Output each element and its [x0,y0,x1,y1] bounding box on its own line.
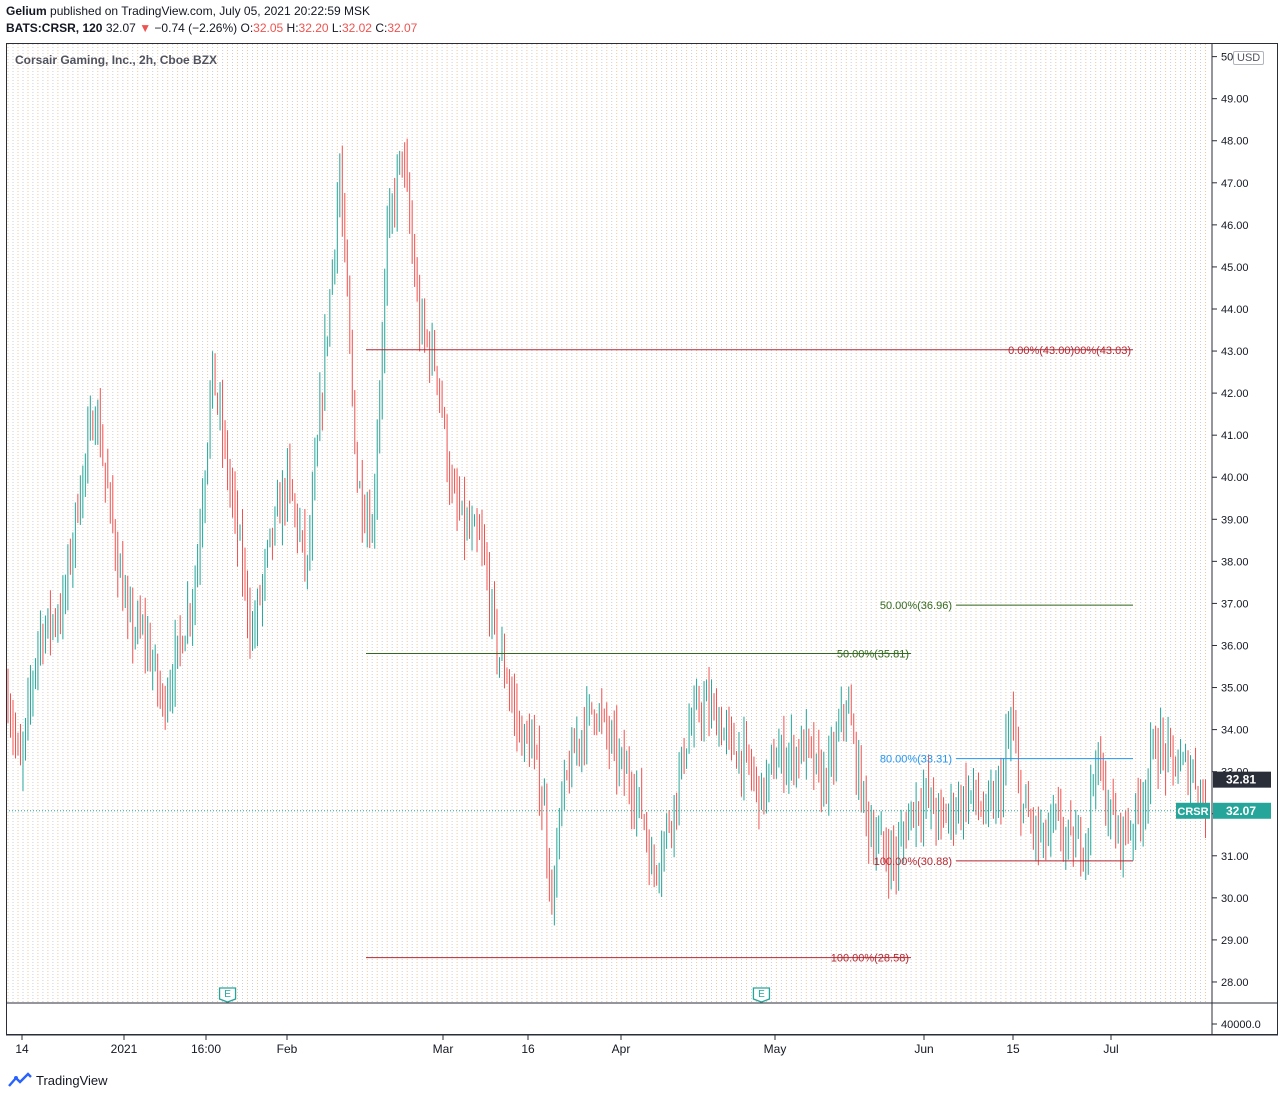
ohlc-open-value: 32.05 [253,21,284,35]
time-axis: 14 2021 16:00 Feb Mar 16 Apr May Jun 15 Jul [15,1035,1119,1056]
price-tick-label: 35.00 [1221,683,1249,695]
price-tick-label: 44.00 [1221,304,1249,316]
earnings-label: E [224,989,231,1000]
ohlc-close-value: 32.07 [387,21,418,35]
price-tick-label: 41.00 [1221,430,1249,442]
price-tick-label: 47.00 [1221,178,1249,190]
price-tick-label: 40.00 [1221,472,1249,484]
publish-text: published on TradingView.com, July 05, 2… [50,4,371,18]
volume-tick-label: 40000.0 [1221,1019,1261,1031]
ohlc-low-label: L: [331,21,342,35]
earnings-label: E [758,989,765,1000]
price-tick-label: 39.00 [1221,514,1249,526]
ohlc-open-label: O: [240,21,254,35]
price-tick-label: 42.00 [1221,388,1249,400]
publisher-name[interactable]: Gelium [6,4,47,18]
level-label: 0.00%(43.00)00%(43.03) [1008,345,1131,357]
level-label: 100.00%(28.58) [831,953,909,965]
time-tick-label: 16:00 [191,1042,221,1056]
brand-name: TradingView [36,1072,108,1088]
price-tick-label: 43.00 [1221,346,1249,358]
level-label: 50.00%(35.81) [837,648,909,660]
ohlc-high-label: H: [286,21,299,35]
ohlc-close-label: C: [375,21,388,35]
price-tick-label: 46.00 [1221,220,1249,232]
level-label: 80.00%(33.31) [880,754,952,766]
price-tick-label: 34.00 [1221,725,1249,737]
time-tick-label: Mar [433,1042,454,1056]
price-tick-label: 30.00 [1221,893,1249,905]
candles [7,138,1207,926]
ohlc-low-value: 32.02 [341,21,372,35]
price-axis-badge [1213,802,1271,819]
ohlc-high-value: 32.20 [298,21,329,35]
earnings-icon [752,987,771,1003]
time-tick-label: Jun [914,1042,933,1056]
time-tick-label: May [764,1042,787,1056]
time-tick-label: 16 [521,1042,535,1056]
symbol-legend: BATS:CRSR, 120 32.07 ▼ −0.74 (−2.26%) O:… [6,21,417,35]
levels: 0.00%(43.00)00%(43.03) 50.00%(36.96) 50.00… [366,345,1133,965]
publish-info: Gelium published on TradingView.com, Jul… [6,4,370,18]
vertical-grid [7,44,1206,1003]
level-label: 50.00%(36.96) [880,600,952,612]
price-tick-label: 49.00 [1221,94,1249,106]
price-tick-label: 31.00 [1221,851,1249,863]
price-tick-label: 48.00 [1221,136,1249,148]
last-price: 32.07 [105,21,136,35]
price-chart[interactable]: 0.00%(43.00)00%(43.03) 50.00%(36.96) 50.00… [6,43,1278,1063]
time-tick-label: 14 [15,1042,29,1056]
time-tick-label: 2021 [111,1042,138,1056]
down-arrow-icon: ▼ [139,21,152,35]
chart-title: Corsair Gaming, Inc., 2h, Cboe BZX [15,53,217,67]
time-tick-label: Feb [277,1042,298,1056]
price-tick-label: 29.00 [1221,935,1249,947]
earnings-marker: E [218,987,237,1003]
currency-button[interactable]: USD [1233,51,1265,65]
price-axis-badge-text: 32.81 [1226,773,1256,787]
earnings-marker: E [752,987,771,1003]
price-change: −0.74 (−2.26%) [154,21,238,35]
price-axis-badge [1213,771,1271,788]
chart-frame [6,43,1278,1035]
symbol-badge [1176,802,1210,819]
footer-brand[interactable]: TradingView [8,1072,108,1088]
price-tick-label: 38.00 [1221,556,1249,568]
tradingview-logo-icon [8,1072,32,1087]
price-tick-label: 36.00 [1221,640,1249,652]
price-tick-label: 28.00 [1221,977,1249,989]
price-axis-badge-text: 32.07 [1226,804,1256,818]
time-tick-label: Jul [1103,1042,1118,1056]
price-tick-label: 45.00 [1221,262,1249,274]
time-tick-label: Apr [612,1042,631,1056]
symbol-name: BATS:CRSR, 120 [6,21,103,35]
level-label: 100.00%(30.88) [874,856,952,868]
price-tick-label: 37.00 [1221,598,1249,610]
time-tick-label: 15 [1006,1042,1020,1056]
earnings-icon [218,987,237,1003]
symbol-badge-text: CRSR [1177,806,1208,818]
